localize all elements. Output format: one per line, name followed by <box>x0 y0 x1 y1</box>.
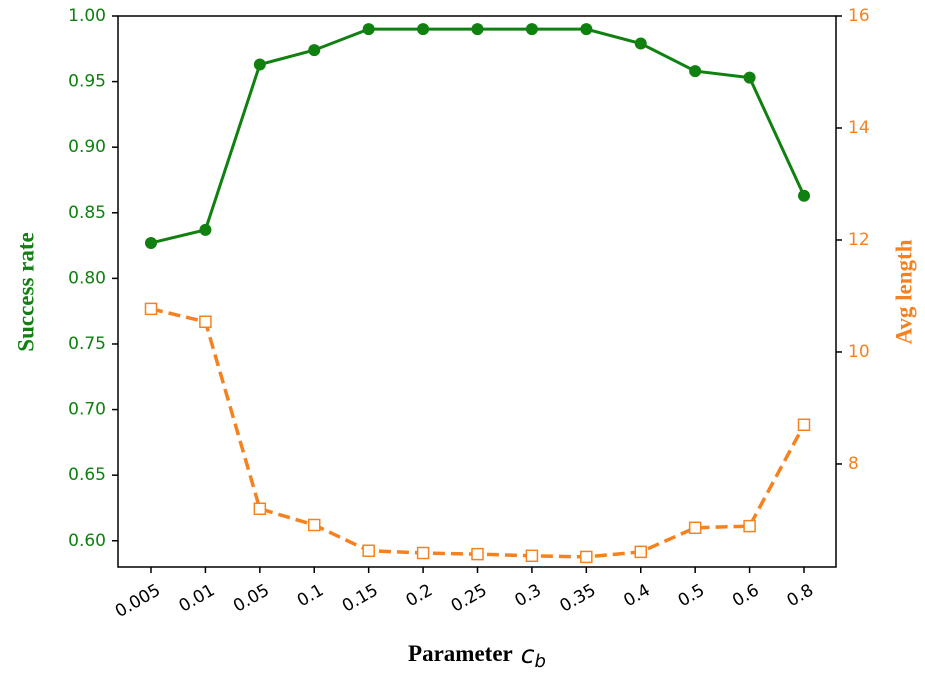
x-tick-label: 0.25 <box>448 580 491 616</box>
point <box>362 544 375 558</box>
point <box>362 23 375 36</box>
x-tick-label: 0.01 <box>176 580 219 616</box>
y-tick-label: 0.85 <box>68 203 106 223</box>
x-tick-label: 0.35 <box>557 580 600 616</box>
point <box>743 519 756 533</box>
x-tick-label: 0.4 <box>620 580 653 611</box>
y2-tick-label: 8 <box>848 454 859 474</box>
point <box>308 44 321 57</box>
y-tick-label: 0.90 <box>68 137 106 157</box>
point <box>634 37 647 50</box>
point <box>525 23 538 36</box>
point <box>308 518 321 532</box>
x-axis-label: Parameter cb <box>408 640 546 672</box>
point <box>471 547 484 561</box>
y2-tick-label: 10 <box>848 342 870 362</box>
y-tick-label: 0.75 <box>68 334 106 354</box>
x-axis-subscript: b <box>535 651 546 672</box>
point <box>416 546 430 560</box>
x-tick-label: 0.2 <box>403 580 436 611</box>
point <box>634 545 647 559</box>
y-axis-label: Success rate <box>13 232 38 351</box>
point <box>689 65 702 78</box>
point <box>199 315 212 328</box>
point <box>471 23 484 36</box>
plot-frame <box>117 15 837 568</box>
point <box>580 23 593 36</box>
x-tick-label: 0.3 <box>511 580 544 611</box>
y-tick-label: 0.80 <box>68 268 106 288</box>
point <box>798 189 810 202</box>
point <box>580 550 593 564</box>
y-tick-label: 1.00 <box>68 6 106 26</box>
y-tick-label: 0.70 <box>68 400 106 420</box>
x-tick-label: 0.5 <box>675 580 708 611</box>
point <box>253 58 266 71</box>
x-tick-label: 0.1 <box>294 580 327 611</box>
y-tick-label: 0.65 <box>68 465 106 485</box>
x-tick-label: 0.6 <box>729 580 762 611</box>
y2-tick-label: 16 <box>848 6 870 26</box>
x-tick-label: 0.15 <box>339 580 382 616</box>
point <box>417 23 430 36</box>
point <box>688 521 702 535</box>
x-tick-label: 0.8 <box>784 580 817 611</box>
series-line <box>150 307 806 559</box>
point <box>797 418 811 432</box>
point <box>525 549 539 563</box>
point <box>743 71 756 84</box>
y2-axis-label: Avg length <box>891 239 916 344</box>
point <box>253 502 267 516</box>
y2-tick-label: 12 <box>848 230 870 250</box>
y-tick-label: 0.60 <box>68 531 106 551</box>
y2-tick-label: 14 <box>848 118 870 138</box>
x-tick-label: 0.05 <box>230 580 273 616</box>
y-tick-label: 0.95 <box>68 72 106 92</box>
series-line <box>150 27 806 245</box>
point <box>144 302 158 316</box>
point <box>145 236 157 249</box>
x-tick-label: 0.005 <box>112 580 164 622</box>
point <box>199 223 212 236</box>
x-axis-symbol: c <box>521 640 535 669</box>
x-axis-label-text: Parameter <box>408 641 513 666</box>
